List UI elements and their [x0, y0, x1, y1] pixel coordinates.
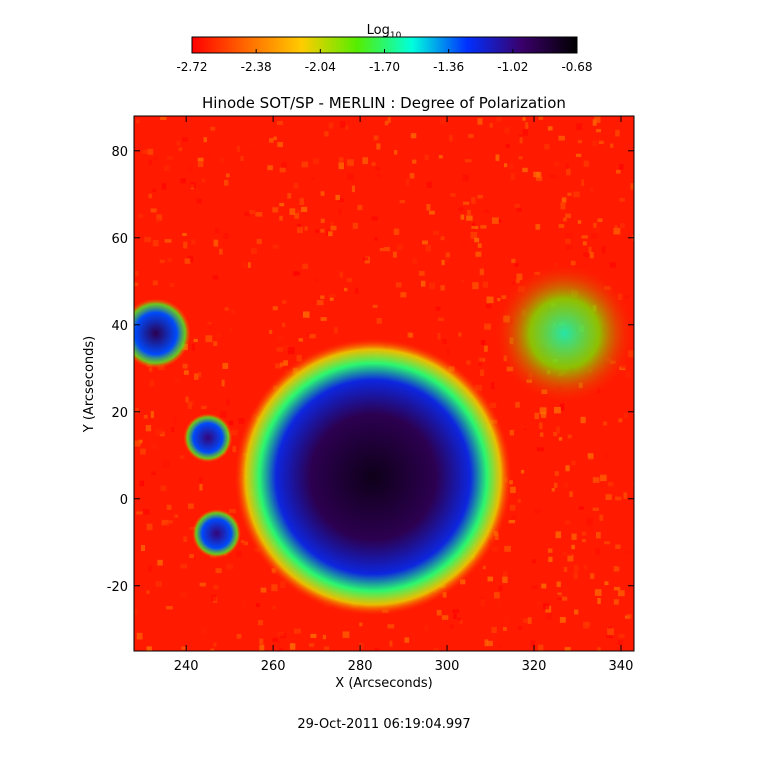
- heatmap: [134, 116, 634, 651]
- sunspot-region: [234, 338, 512, 616]
- pore-region: [192, 509, 241, 558]
- x-axis-label: X (Arcseconds): [335, 676, 432, 691]
- x-tick-label: 300: [435, 659, 460, 674]
- y-tick-label: 60: [111, 232, 128, 247]
- x-tick-label: 260: [261, 659, 286, 674]
- chart-title: Hinode SOT/SP - MERLIN : Degree of Polar…: [202, 94, 566, 112]
- timestamp: 29-Oct-2011 06:19:04.997: [297, 717, 470, 732]
- x-tick-label: 280: [348, 659, 373, 674]
- colorbar-label: Log10: [367, 23, 402, 41]
- pore-region: [183, 413, 233, 463]
- x-axis: 240 260 280 300 320 340: [174, 116, 634, 674]
- plage-region: [494, 263, 634, 404]
- colorbar-tick-label: -2.72: [176, 60, 207, 74]
- y-tick-label: 80: [111, 145, 128, 160]
- y-tick-label: 0: [120, 493, 128, 508]
- colorbar-tick-label: -0.68: [561, 60, 592, 74]
- y-tick-label: -20: [107, 580, 128, 595]
- colorbar-ticks: -2.72 -2.38 -2.04 -1.70 -1.36 -1.02 -0.68: [176, 49, 593, 74]
- y-tick-label: 20: [111, 406, 128, 421]
- plot-area: 240 260 280 300 320 340 -20 0 20 40 60 80: [107, 115, 635, 674]
- heatmap-features: [134, 263, 634, 616]
- plot-frame: [133, 115, 635, 652]
- colorbar-tick-label: -2.04: [305, 60, 336, 74]
- x-tick-label: 240: [174, 659, 199, 674]
- colorbar-tick-label: -1.70: [369, 60, 400, 74]
- colorbar: Log10 -2.72 -2.38 -2.04 -1.70 -1.36 -1.02 -0.6…: [176, 23, 592, 74]
- colorbar-tick-label: -1.02: [497, 60, 528, 74]
- x-tick-label: 340: [609, 659, 634, 674]
- colorbar-tick-label: -1.36: [433, 60, 464, 74]
- y-axis: -20 0 20 40 60 80: [107, 145, 634, 595]
- y-axis-label: Y (Arcseconds): [82, 336, 97, 433]
- colorbar-tick-label: -2.38: [241, 60, 272, 74]
- x-tick-label: 320: [522, 659, 547, 674]
- pore-region: [134, 298, 191, 369]
- y-tick-label: 40: [111, 319, 128, 334]
